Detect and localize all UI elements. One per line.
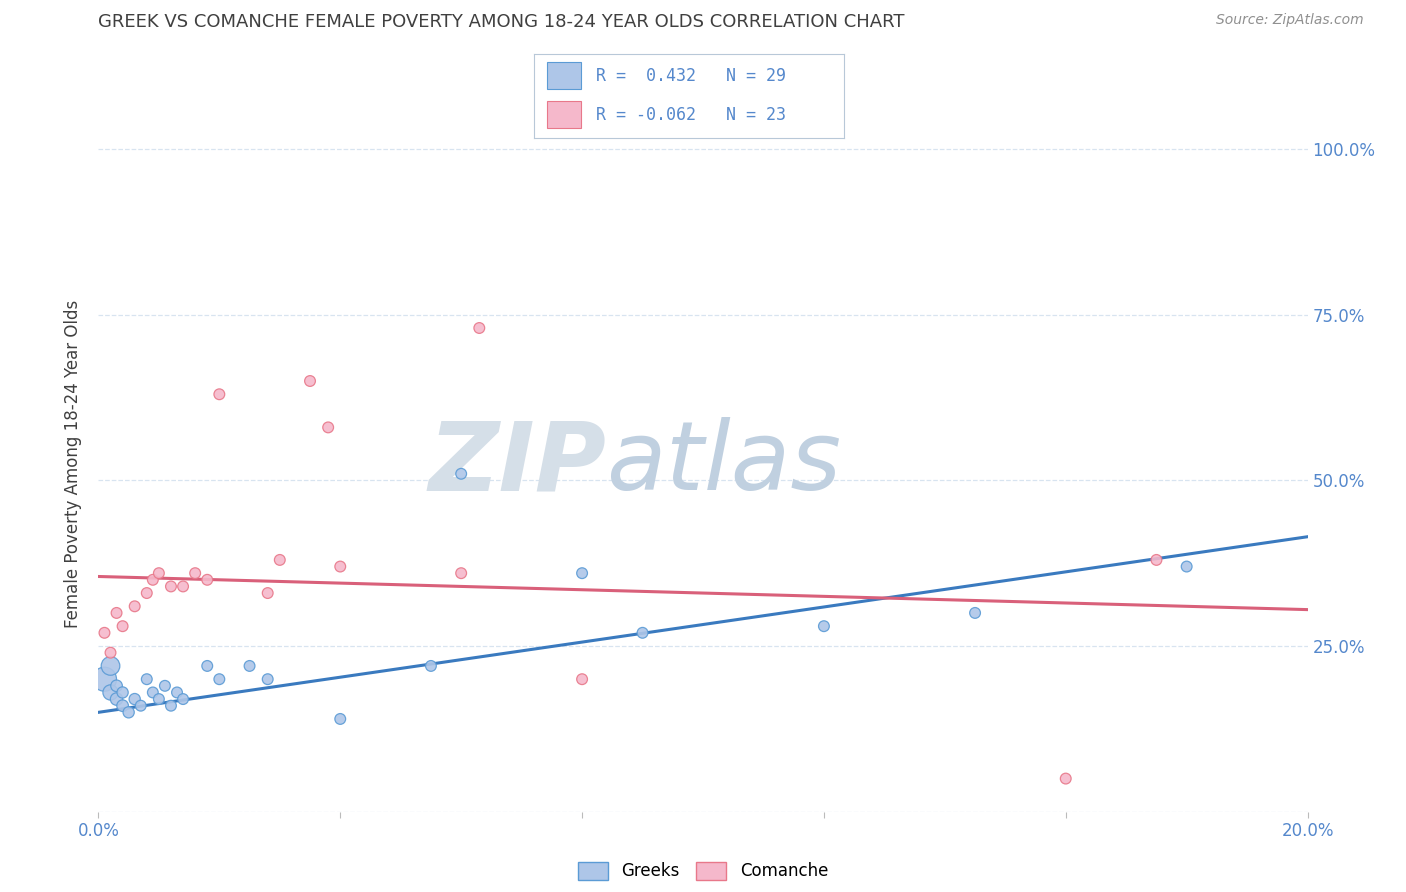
- Point: [172, 579, 194, 593]
- Text: ZIP: ZIP: [429, 417, 606, 510]
- Point: [124, 599, 146, 614]
- Point: [450, 566, 472, 581]
- Bar: [547, 62, 581, 89]
- Point: [118, 706, 141, 720]
- Point: [105, 606, 128, 620]
- Point: [329, 712, 352, 726]
- Point: [111, 698, 134, 713]
- Point: [256, 586, 278, 600]
- Text: R = -0.062   N = 23: R = -0.062 N = 23: [596, 105, 786, 123]
- Point: [316, 420, 339, 434]
- Point: [172, 692, 194, 706]
- Point: [160, 698, 183, 713]
- Point: [105, 679, 128, 693]
- Bar: [547, 101, 581, 128]
- Point: [813, 619, 835, 633]
- Point: [160, 579, 183, 593]
- Point: [135, 586, 157, 600]
- Point: [965, 606, 987, 620]
- Point: [100, 646, 122, 660]
- Point: [420, 659, 443, 673]
- Point: [208, 387, 231, 401]
- Point: [148, 692, 170, 706]
- Point: [631, 625, 654, 640]
- Text: atlas: atlas: [606, 417, 841, 510]
- Text: GREEK VS COMANCHE FEMALE POVERTY AMONG 18-24 YEAR OLDS CORRELATION CHART: GREEK VS COMANCHE FEMALE POVERTY AMONG 1…: [98, 13, 905, 31]
- Text: R =  0.432   N = 29: R = 0.432 N = 29: [596, 67, 786, 85]
- Point: [124, 692, 146, 706]
- Point: [148, 566, 170, 581]
- Point: [571, 672, 593, 686]
- Point: [105, 692, 128, 706]
- Point: [129, 698, 152, 713]
- Point: [100, 659, 122, 673]
- Y-axis label: Female Poverty Among 18-24 Year Olds: Female Poverty Among 18-24 Year Olds: [65, 300, 83, 628]
- Point: [329, 559, 352, 574]
- Point: [111, 685, 134, 699]
- Point: [1144, 553, 1167, 567]
- Point: [450, 467, 472, 481]
- Point: [468, 321, 491, 335]
- Point: [135, 672, 157, 686]
- Point: [153, 679, 176, 693]
- Point: [239, 659, 262, 673]
- Point: [256, 672, 278, 686]
- Point: [208, 672, 231, 686]
- Point: [142, 685, 165, 699]
- Point: [1054, 772, 1077, 786]
- Point: [299, 374, 322, 388]
- Point: [100, 685, 122, 699]
- Point: [195, 573, 218, 587]
- Point: [195, 659, 218, 673]
- Point: [93, 625, 115, 640]
- Point: [111, 619, 134, 633]
- Point: [184, 566, 207, 581]
- Point: [269, 553, 291, 567]
- Point: [166, 685, 188, 699]
- Point: [1175, 559, 1198, 574]
- Point: [571, 566, 593, 581]
- Legend: Greeks, Comanche: Greeks, Comanche: [571, 855, 835, 887]
- Text: Source: ZipAtlas.com: Source: ZipAtlas.com: [1216, 13, 1364, 28]
- Point: [93, 672, 115, 686]
- Point: [142, 573, 165, 587]
